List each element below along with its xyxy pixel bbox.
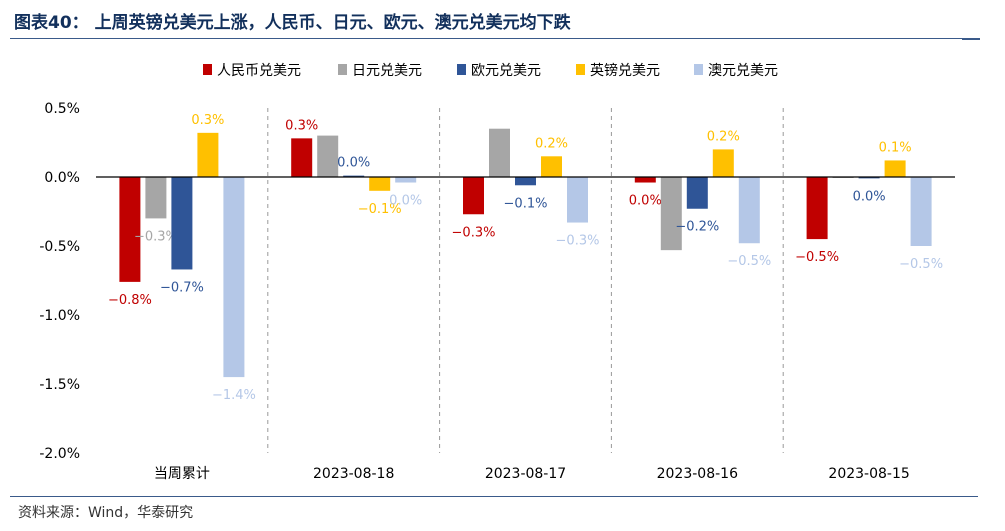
bar (369, 177, 391, 191)
bar (884, 160, 906, 177)
data-label: 0.0% (629, 194, 662, 209)
bar (806, 177, 828, 240)
bar (223, 177, 245, 378)
bar (145, 177, 167, 219)
bar (291, 138, 313, 177)
legend-swatch (694, 64, 703, 75)
data-label: 0.2% (535, 136, 568, 151)
x-tick-label: 2023-08-18 (313, 466, 394, 482)
data-label: 0.1% (879, 140, 912, 155)
legend-label: 英镑兑美元 (590, 62, 660, 79)
bar (343, 175, 365, 177)
source-note: 资料来源：Wind，华泰研究 (18, 505, 194, 521)
data-label: −1.4% (212, 388, 256, 403)
bar (634, 177, 656, 183)
footer-divider (10, 496, 978, 497)
x-tick-label: 当周累计 (154, 466, 210, 482)
y-tick-label: 0.0% (44, 170, 80, 186)
bar (119, 177, 141, 282)
data-label: 0.0% (337, 156, 370, 171)
bar (910, 177, 932, 246)
y-tick-label: 0.5% (44, 101, 80, 117)
data-label: −0.7% (160, 280, 204, 295)
bar (660, 177, 682, 251)
bar (515, 177, 536, 186)
legend-swatch (203, 64, 212, 75)
y-tick-label: -1.5% (39, 377, 80, 393)
data-label: −0.5% (899, 257, 943, 272)
data-label: 0.3% (285, 118, 318, 133)
chart-title: 图表40： 上周英镑兑美元上涨，人民币、日元、欧元、澳元兑美元均下跌 (14, 13, 571, 33)
data-label: −0.5% (727, 254, 771, 269)
data-label: 0.0% (853, 189, 886, 204)
x-tick-label: 2023-08-16 (657, 466, 738, 482)
bar (171, 177, 193, 270)
bar (567, 177, 588, 223)
legend-label: 欧元兑美元 (471, 63, 541, 79)
y-tick-label: -2.0% (39, 446, 80, 462)
bar (738, 177, 760, 244)
data-label: −0.8% (108, 293, 152, 308)
data-label: 0.2% (707, 129, 740, 144)
y-tick-label: -0.5% (39, 239, 80, 255)
data-label: −0.3% (556, 234, 600, 249)
legend-swatch (338, 64, 347, 75)
x-tick-label: 2023-08-17 (485, 466, 566, 482)
data-label: −0.1% (358, 202, 402, 217)
bar (395, 177, 417, 183)
data-label: −0.5% (795, 250, 839, 265)
title-divider-tail (962, 38, 980, 40)
legend-label: 澳元兑美元 (708, 63, 778, 79)
bar (317, 135, 339, 177)
legend-label: 人民币兑美元 (217, 63, 301, 79)
bar (197, 132, 219, 177)
data-label: −0.2% (675, 220, 719, 235)
bar (541, 156, 562, 177)
data-label: 0.3% (191, 113, 224, 128)
data-label: 0.0% (389, 194, 422, 209)
bar (489, 128, 510, 177)
bar (686, 177, 708, 209)
legend-label: 日元兑美元 (352, 63, 422, 79)
bar (712, 149, 734, 177)
legend-swatch (457, 64, 466, 75)
data-label: −0.3% (134, 229, 178, 244)
title-divider (10, 38, 978, 39)
legend-swatch (576, 64, 585, 75)
data-label: −0.1% (504, 196, 548, 211)
bar (858, 177, 880, 179)
data-label: −0.3% (452, 225, 496, 240)
y-tick-label: -1.0% (39, 308, 80, 324)
bar (463, 177, 484, 215)
x-tick-label: 2023-08-15 (828, 466, 909, 482)
